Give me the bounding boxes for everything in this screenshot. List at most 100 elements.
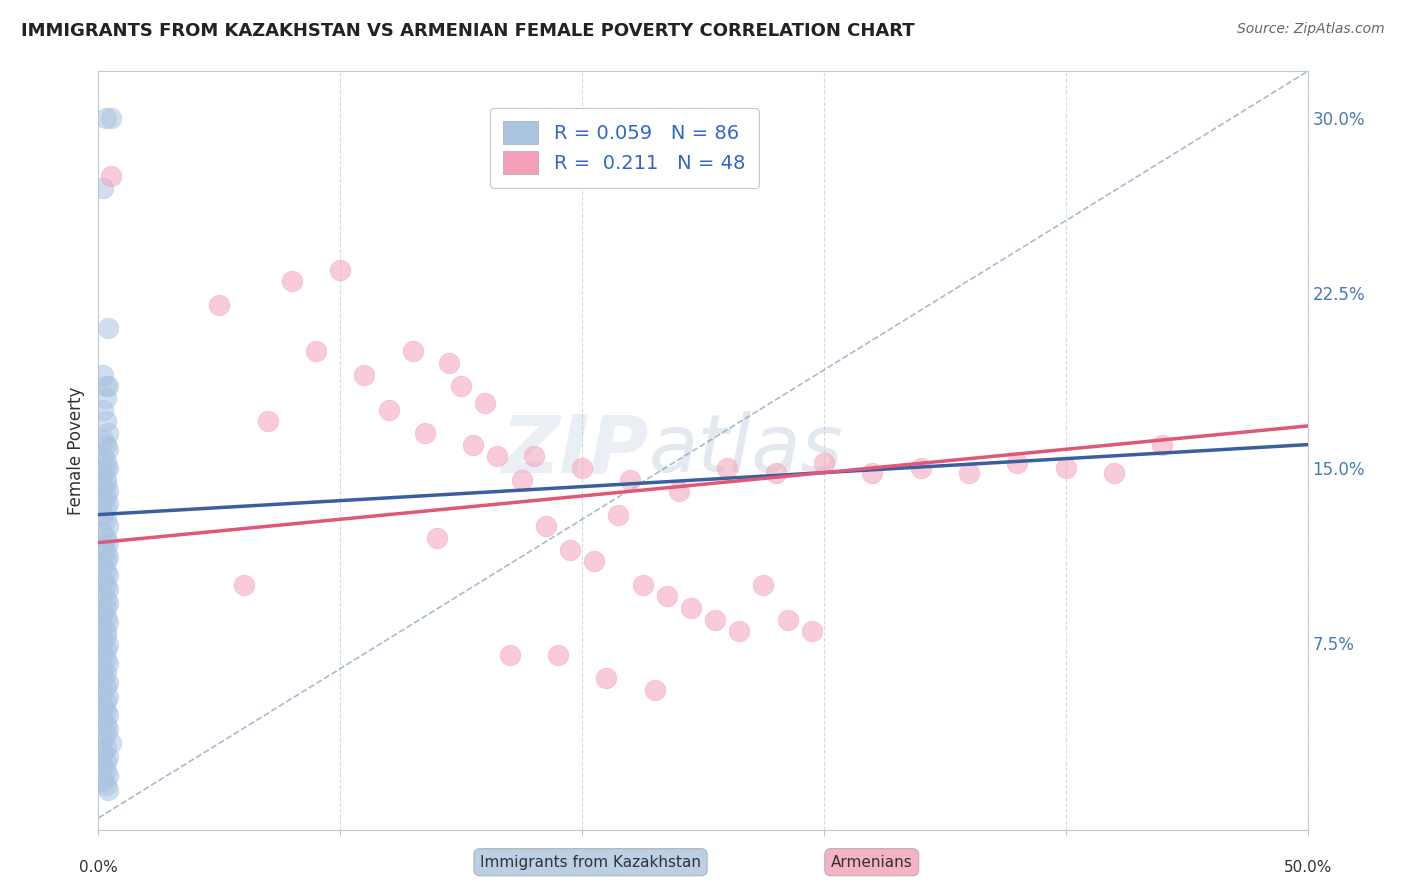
Point <box>100 111 122 125</box>
Point <box>91 508 114 522</box>
Point <box>97 535 120 549</box>
Text: 0.0%: 0.0% <box>79 860 118 875</box>
Point <box>97 723 120 737</box>
Point <box>583 554 606 568</box>
Point <box>94 489 117 503</box>
Point <box>97 484 120 499</box>
Point <box>94 680 117 694</box>
Point <box>232 577 254 591</box>
Point <box>910 461 932 475</box>
Point <box>486 450 509 464</box>
Point <box>94 512 117 526</box>
Point <box>97 769 120 783</box>
Point <box>91 713 114 727</box>
Legend: R = 0.059   N = 86, R =  0.211   N = 48: R = 0.059 N = 86, R = 0.211 N = 48 <box>489 108 759 187</box>
Point <box>1152 437 1174 451</box>
Point <box>91 573 114 587</box>
Point <box>94 454 117 468</box>
Point <box>91 759 114 773</box>
Point <box>94 717 117 731</box>
Point <box>91 181 114 195</box>
Text: ZIP: ZIP <box>501 411 648 490</box>
Point <box>94 755 117 769</box>
Point <box>94 704 117 718</box>
Point <box>97 638 120 652</box>
Point <box>860 466 883 480</box>
Point <box>377 402 399 417</box>
Point <box>353 368 375 382</box>
Point <box>305 344 328 359</box>
Point <box>644 682 666 697</box>
Point <box>91 662 114 676</box>
Point <box>1102 466 1125 480</box>
Point <box>97 582 120 597</box>
Point <box>97 461 120 475</box>
Text: atlas: atlas <box>648 411 844 490</box>
Point <box>97 549 120 564</box>
Point <box>94 610 117 624</box>
Point <box>607 508 630 522</box>
Point <box>523 450 546 464</box>
Point <box>547 648 569 662</box>
Point <box>752 577 775 591</box>
Point <box>94 554 117 568</box>
Text: Immigrants from Kazakhstan: Immigrants from Kazakhstan <box>479 855 702 870</box>
Point <box>94 111 117 125</box>
Point <box>450 379 472 393</box>
Point <box>94 500 117 515</box>
Point <box>91 746 114 760</box>
Point <box>631 577 654 591</box>
Point <box>97 783 120 797</box>
Point <box>91 558 114 573</box>
Text: IMMIGRANTS FROM KAZAKHSTAN VS ARMENIAN FEMALE POVERTY CORRELATION CHART: IMMIGRANTS FROM KAZAKHSTAN VS ARMENIAN F… <box>21 22 915 40</box>
Point <box>91 402 114 417</box>
Point <box>94 391 117 405</box>
Point <box>91 433 114 447</box>
Point <box>91 606 114 620</box>
Point <box>91 368 114 382</box>
Point <box>97 708 120 723</box>
Point <box>91 526 114 541</box>
Point <box>94 624 117 639</box>
Text: 50.0%: 50.0% <box>1284 860 1331 875</box>
Point <box>329 262 352 277</box>
Point <box>426 531 449 545</box>
Point <box>94 764 117 779</box>
Point <box>97 496 120 510</box>
Point <box>595 671 617 685</box>
Point <box>208 298 231 312</box>
Point <box>97 519 120 533</box>
Point <box>100 736 122 750</box>
Point <box>94 652 117 666</box>
Point <box>94 477 117 491</box>
Point <box>100 169 122 184</box>
Point <box>558 542 581 557</box>
Point <box>91 480 114 494</box>
Point <box>704 613 727 627</box>
Point <box>97 596 120 610</box>
Point <box>728 624 751 639</box>
Point <box>91 648 114 662</box>
Point <box>97 615 120 629</box>
Point <box>94 666 117 681</box>
Point <box>91 450 114 464</box>
Point <box>534 519 557 533</box>
Point <box>679 601 702 615</box>
Point <box>498 648 520 662</box>
Point <box>97 425 120 440</box>
Point <box>91 619 114 633</box>
Point <box>957 466 980 480</box>
Point <box>97 379 120 393</box>
Point <box>510 473 533 487</box>
Point <box>716 461 738 475</box>
Point <box>91 671 114 685</box>
Point <box>91 541 114 555</box>
Point <box>256 414 278 428</box>
Point <box>94 473 117 487</box>
Point <box>437 356 460 370</box>
Point <box>94 591 117 606</box>
Point <box>668 484 690 499</box>
Point <box>97 750 120 764</box>
Point <box>97 690 120 704</box>
Point <box>97 568 120 582</box>
